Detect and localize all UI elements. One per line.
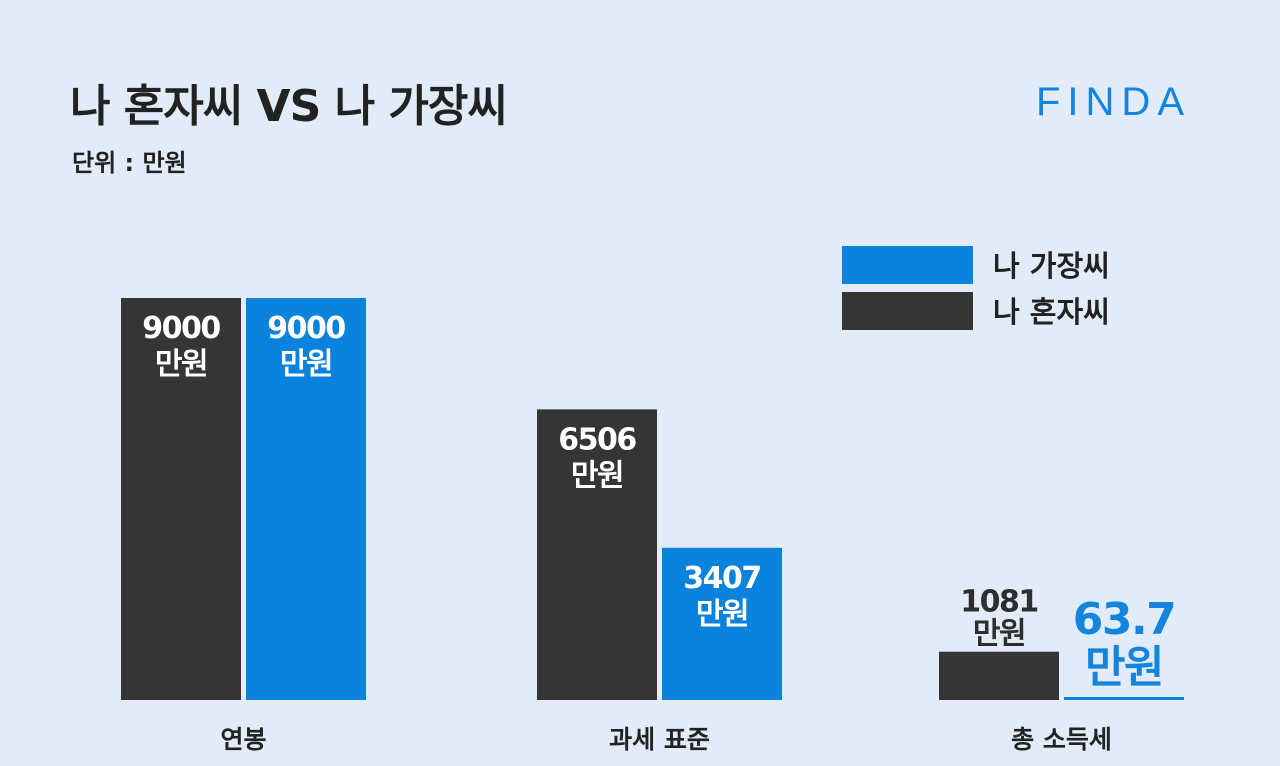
bar-gajang-1 bbox=[662, 547, 782, 700]
bar-value-label-unit: 만원 bbox=[1085, 642, 1163, 693]
unit-label: 단위 : 만원 bbox=[72, 149, 187, 177]
chart-title: 나 혼자씨 VS 나 가장씨 bbox=[70, 81, 508, 132]
bar-value-label-unit: 만원 bbox=[571, 458, 623, 493]
legend-label: 나 가장씨 bbox=[993, 249, 1110, 283]
bar-gajang-2 bbox=[1064, 697, 1184, 700]
bar-value-label: 63.7 bbox=[1073, 594, 1176, 645]
bar-honja-1 bbox=[537, 409, 657, 700]
bar-honja-0 bbox=[121, 298, 241, 700]
bar-honja-2 bbox=[939, 651, 1059, 700]
bar-value-label-unit: 만원 bbox=[696, 597, 748, 632]
legend-swatch bbox=[842, 246, 973, 284]
x-tick-label: 연봉 bbox=[220, 725, 266, 754]
bar-gajang-0 bbox=[246, 298, 366, 700]
bar-value-label: 9000 bbox=[142, 311, 220, 346]
x-tick-label: 과세 표준 bbox=[609, 725, 710, 754]
legend-swatch bbox=[842, 292, 973, 330]
x-tick-label: 총 소득세 bbox=[1011, 725, 1112, 754]
bar-value-label: 9000 bbox=[267, 311, 345, 346]
bar-value-label: 1081 bbox=[960, 585, 1038, 620]
bar-value-label: 6506 bbox=[558, 422, 636, 457]
bar-value-label-unit: 만원 bbox=[973, 617, 1025, 652]
bar-value-label: 3407 bbox=[683, 561, 761, 596]
finda-logo: FINDA bbox=[1036, 80, 1191, 124]
bar-value-label-unit: 만원 bbox=[155, 347, 207, 382]
bar-value-label-unit: 만원 bbox=[280, 347, 332, 382]
legend-label: 나 혼자씨 bbox=[993, 295, 1110, 329]
